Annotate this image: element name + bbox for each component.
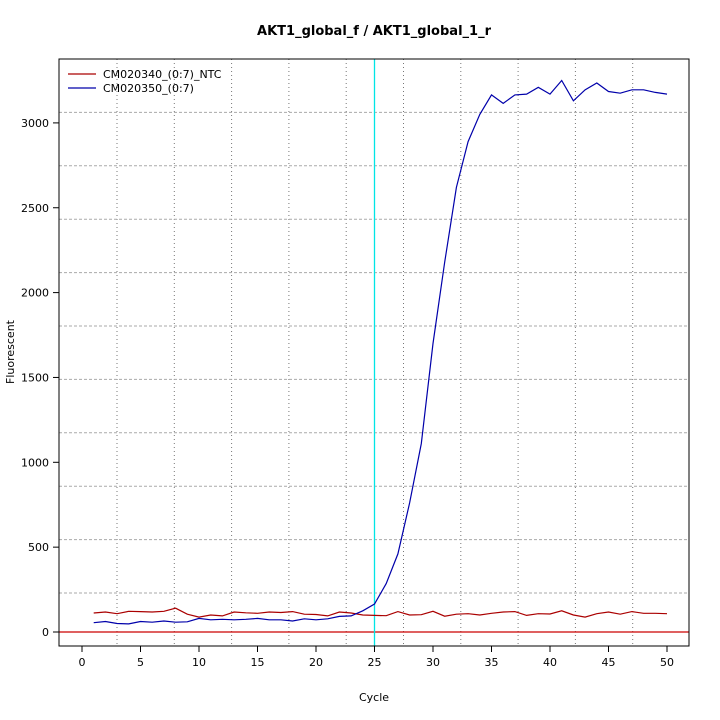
- legend-label: CM020350_(0:7): [103, 82, 194, 95]
- y-tick-label: 1500: [21, 371, 49, 384]
- x-tick-label: 40: [543, 656, 557, 669]
- y-tick-label: 0: [42, 626, 49, 639]
- y-tick-label: 2000: [21, 287, 49, 300]
- x-tick-label: 30: [426, 656, 440, 669]
- x-tick-label: 10: [192, 656, 206, 669]
- x-tick-label: 35: [485, 656, 499, 669]
- x-axis-label: Cycle: [359, 691, 389, 704]
- x-tick-label: 50: [660, 656, 674, 669]
- y-axis-label: Fluorescent: [4, 319, 17, 384]
- series-line-2: [93, 79, 668, 625]
- axes: 0 5 10 15 20 25 30 35 40 45 5005001000150020002500…: [21, 117, 674, 669]
- plot-frame: [58, 58, 690, 647]
- series-line-1: [93, 607, 668, 618]
- x-tick-label: 20: [309, 656, 323, 669]
- legend-label: CM020340_(0:7)_NTC: [103, 68, 222, 81]
- x-tick-label: 5: [137, 656, 144, 669]
- x-tick-label: 15: [251, 656, 265, 669]
- x-tick-label: 45: [602, 656, 616, 669]
- series-lines: [59, 59, 689, 646]
- y-tick-label: 2500: [21, 202, 49, 215]
- y-tick-label: 500: [28, 541, 49, 554]
- x-tick-label: 25: [368, 656, 382, 669]
- chart-title: AKT1_global_f / AKT1_global_1_r: [257, 24, 492, 39]
- y-tick-label: 3000: [21, 117, 49, 130]
- y-tick-label: 1000: [21, 456, 49, 469]
- x-tick-label: 0: [79, 656, 86, 669]
